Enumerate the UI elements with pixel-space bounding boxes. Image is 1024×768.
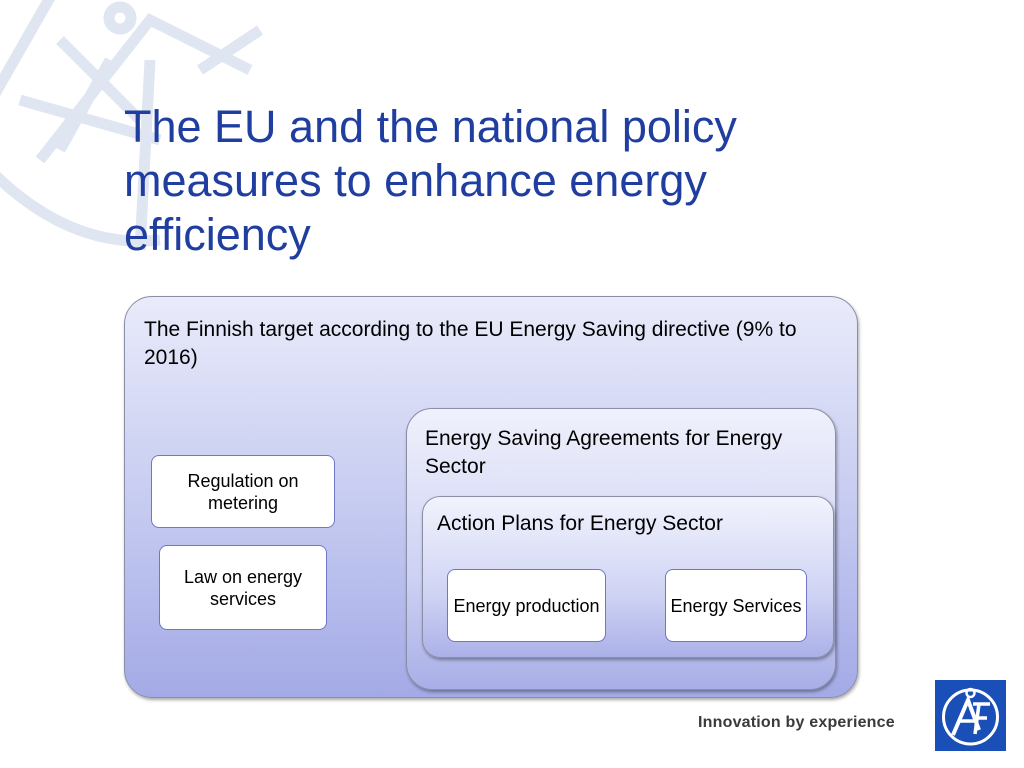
tagline: Innovation by experience: [698, 714, 895, 731]
af-logo-icon: [935, 680, 1006, 751]
energy-production-label: Energy production: [453, 595, 600, 616]
regulation-on-metering-label: Regulation on metering: [187, 470, 299, 513]
energy-production-box: Energy production: [447, 569, 606, 642]
energy-services-box: Energy Services: [665, 569, 807, 642]
energy-saving-agreements-label: Energy Saving Agreements for Energy Sect…: [425, 427, 783, 478]
law-on-energy-services-box: Law on energy services: [159, 545, 327, 630]
law-on-energy-services-label: Law on energy services: [183, 566, 303, 609]
action-plans-label: Action Plans for Energy Sector: [437, 512, 723, 535]
energy-services-label: Energy Services: [670, 595, 802, 616]
slide-title: The EU and the national policy measures …: [124, 101, 737, 260]
finnish-target-label: The Finnish target according to the EU E…: [144, 318, 797, 369]
regulation-on-metering-box: Regulation on metering: [151, 455, 335, 528]
watermark-logo-icon: [0, 0, 264, 251]
